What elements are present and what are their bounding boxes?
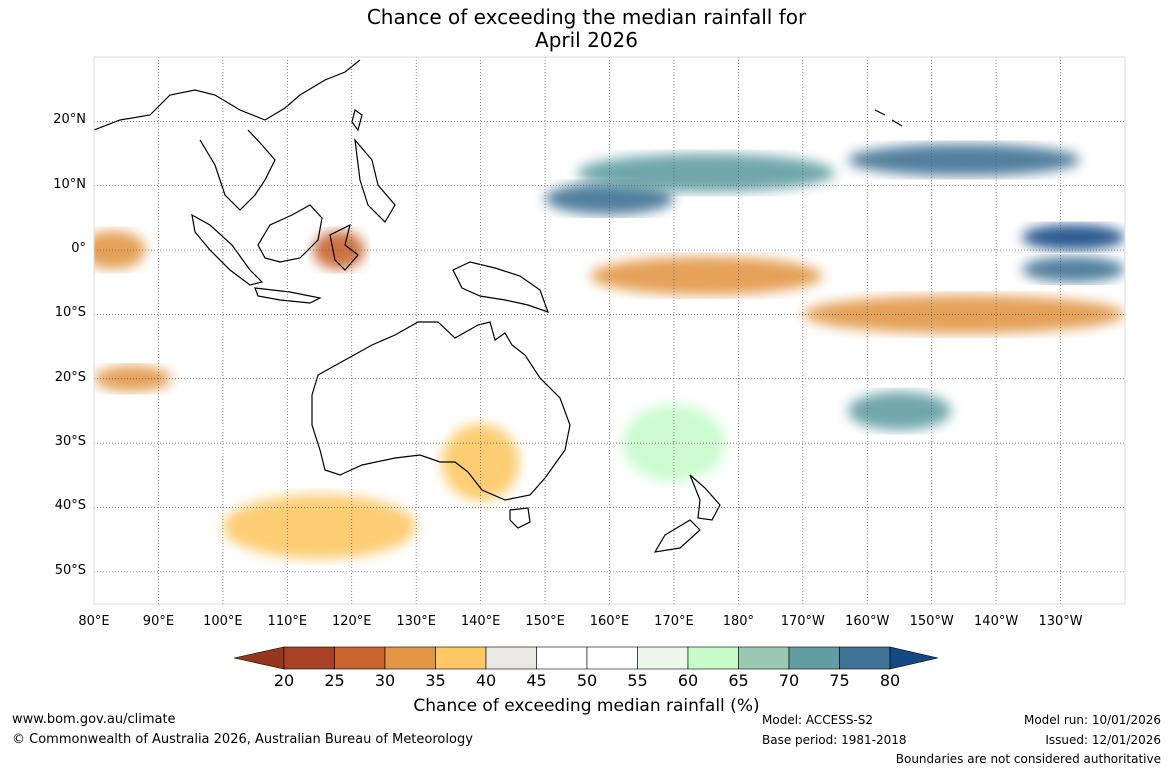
- colorbar-tick-label: 40: [475, 671, 497, 690]
- probability-region-2: [847, 143, 1080, 177]
- colorbar-tick-label: 25: [324, 671, 345, 690]
- colorbar-tick-label: 70: [778, 671, 800, 690]
- colorbar-swatch: [586, 646, 638, 670]
- probability-region-6: [802, 295, 1125, 334]
- lon-label: 90°E: [142, 614, 175, 629]
- lon-label: 140°E: [460, 614, 501, 629]
- probability-region-1: [577, 153, 836, 193]
- new-zealand-outline: [653, 474, 721, 553]
- lon-label: 160°E: [589, 614, 630, 629]
- lat-label: 0°: [71, 241, 86, 257]
- lat-label: 10°S: [54, 305, 86, 321]
- borneo-outline: [257, 204, 323, 263]
- graticule: [93, 57, 1125, 604]
- colorbar-tick-label: 65: [728, 671, 749, 690]
- lat-label: 10°N: [53, 176, 86, 192]
- lat-label: 40°S: [54, 498, 86, 514]
- lat-label: 50°S: [54, 562, 86, 578]
- colorbar-swatch: [334, 646, 386, 670]
- lon-label: 170°W: [780, 614, 825, 629]
- colorbar-swatch: [788, 646, 840, 670]
- lat-label: 30°S: [54, 434, 86, 450]
- lon-label: 100°E: [203, 614, 243, 629]
- probability-region-8: [94, 230, 146, 270]
- lon-label: 120°E: [331, 614, 372, 629]
- lat-label: 20°N: [53, 112, 86, 128]
- copyright-text: © Commonwealth of Australia 2026, Austra…: [12, 732, 473, 747]
- probability-region-4: [1021, 256, 1125, 283]
- model-text: Model: ACCESS-S2: [762, 713, 874, 727]
- colorbar-label: Chance of exceeding median rainfall (%): [413, 696, 760, 716]
- hawaii-outline: [874, 109, 903, 127]
- probability-region-3: [1021, 224, 1125, 251]
- lon-label: 140°W: [974, 614, 1019, 629]
- lon-label: 160°W: [845, 614, 890, 629]
- probability-region-11: [94, 365, 172, 392]
- probability-region-12: [847, 391, 952, 431]
- colorbar-swatch: [283, 646, 335, 670]
- colorbar-swatch: [485, 646, 537, 670]
- coastlines: [94, 59, 903, 553]
- lon-label: 80°E: [78, 614, 110, 629]
- lon-label: 150°W: [909, 614, 954, 629]
- colorbar-swatch: [687, 646, 739, 670]
- lon-label: 150°E: [525, 614, 565, 629]
- java-outline: [254, 287, 322, 304]
- asia-coast-outline: [94, 59, 361, 211]
- colorbar-swatches: [233, 646, 939, 670]
- sulawesi-outline: [329, 223, 359, 271]
- tasmania-outline: [509, 507, 531, 529]
- probability-regions: [94, 143, 1125, 559]
- lon-label: 110°E: [267, 614, 308, 629]
- probability-region-9: [222, 494, 417, 559]
- rainfall-map: [93, 56, 1126, 605]
- colorbar-swatch: [435, 646, 487, 670]
- lat-label: 20°S: [54, 369, 86, 385]
- colorbar-over-arrow: [889, 646, 939, 670]
- colorbar-tick-label: 50: [576, 671, 598, 690]
- colorbar-tick-label: 35: [425, 671, 446, 690]
- colorbar-swatch: [738, 646, 790, 670]
- sumatra-outline: [191, 213, 264, 286]
- model-run-text: Model run: 10/01/2026: [1023, 713, 1161, 727]
- colorbar-tick-label: 30: [374, 671, 396, 690]
- colorbar-tick-label: 75: [829, 671, 850, 690]
- issued-text: Issued: 12/01/2026: [1045, 733, 1161, 747]
- map-title-line1: Chance of exceeding the median rainfall …: [366, 5, 807, 29]
- lon-label: 180°: [722, 614, 755, 629]
- colorbar-swatch: [637, 646, 689, 670]
- colorbar-under-arrow: [233, 646, 285, 670]
- taiwan-outline: [351, 108, 363, 132]
- boundaries-note: Boundaries are not considered authoritat…: [895, 752, 1161, 766]
- probability-region-5: [590, 256, 823, 296]
- website-link[interactable]: www.bom.gov.au/climate: [12, 712, 176, 727]
- new-guinea-outline: [452, 261, 549, 313]
- lon-label: 130°E: [396, 614, 436, 629]
- colorbar-swatch: [384, 646, 436, 670]
- colorbar-swatch: [839, 646, 891, 670]
- colorbar-swatch: [536, 646, 588, 670]
- colorbar-tick-label: 45: [526, 671, 547, 690]
- colorbar-tick-label: 55: [627, 671, 648, 690]
- colorbar-tick-label: 60: [677, 671, 699, 690]
- base-period-text: Base period: 1981-2018: [762, 733, 907, 747]
- lon-label: 170°E: [654, 614, 694, 629]
- lon-label: 130°W: [1038, 614, 1083, 629]
- map-frame: [93, 56, 1126, 605]
- colorbar-tick-label: 80: [879, 671, 901, 690]
- colorbar-tick-label: 20: [273, 671, 295, 690]
- australia-outline: [311, 321, 571, 501]
- map-title-line2: April 2026: [535, 28, 638, 52]
- philippines-outline: [354, 138, 396, 223]
